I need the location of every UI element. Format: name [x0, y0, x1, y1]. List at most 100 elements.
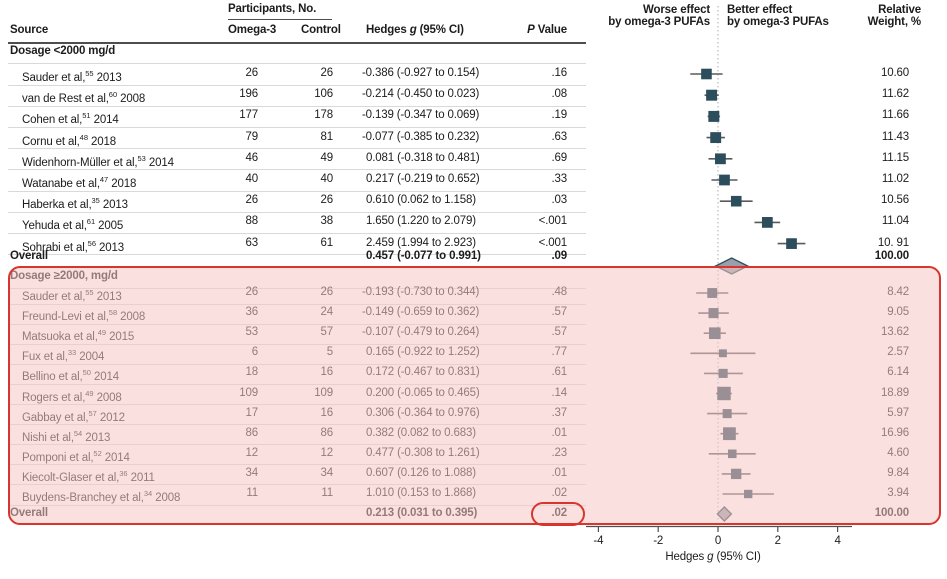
omega3-n: 79 — [245, 130, 259, 143]
p-value: <.001 — [538, 236, 568, 249]
reference-superscript: 53 — [137, 153, 146, 163]
control-n: 106 — [314, 88, 333, 101]
row-separator — [8, 169, 586, 171]
effect-square — [786, 238, 797, 249]
relative-weight: 11.66 — [881, 109, 909, 122]
study-row: Widenhorn-Müller et al,53 2014 46 49 0.081 … — [0, 151, 947, 169]
effect-square — [744, 489, 753, 499]
omega3-n: 46 — [245, 151, 259, 164]
control-column-header: Control — [301, 24, 341, 36]
omega3-n: 63 — [245, 236, 259, 249]
hedges-column-header: Hedges g (95% CI) — [366, 24, 464, 36]
overall-diamond — [716, 506, 733, 522]
relative-weight: 11.43 — [881, 130, 909, 143]
p-value: .08 — [551, 88, 567, 101]
subgroup-label: Dosage <2000 mg/d — [10, 45, 116, 57]
x-axis-tick-label: -2 — [653, 535, 663, 547]
study-source: Watanabe et al,47 2018 — [22, 175, 137, 190]
control-n: 81 — [320, 130, 334, 143]
control-n: 61 — [320, 236, 334, 249]
control-n: 26 — [320, 194, 334, 207]
row-separator — [8, 62, 586, 64]
hedges-g-value: 0.081 (-0.318 to 0.481) — [366, 151, 480, 164]
effect-square — [727, 449, 737, 459]
hedges-g-value: 0.610 (0.062 to 1.158) — [366, 194, 476, 207]
relative-weight-header: Relative Weight, % — [867, 4, 922, 28]
effect-square — [761, 217, 773, 228]
effect-square — [707, 288, 718, 298]
overall-p-value: .09 — [551, 250, 567, 262]
row-separator — [8, 105, 586, 107]
overall-row: Overall 0.457 (-0.077 to 0.991) .09 100.00 — [0, 249, 947, 264]
x-axis-tick-label: 4 — [834, 535, 841, 547]
subgroup-label-row: Dosage <2000 mg/d — [0, 44, 947, 59]
control-n: 178 — [314, 109, 333, 122]
reference-superscript: 35 — [91, 196, 100, 206]
row-separator — [8, 254, 586, 256]
study-source: Cohen et al,51 2014 — [22, 111, 119, 127]
study-row: Yehuda et al,61 2005 88 38 1.650 (1.220 to … — [0, 214, 947, 233]
omega3-n: 40 — [245, 173, 259, 185]
relative-weight: 11.02 — [881, 173, 909, 185]
x-axis-tick-label: 0 — [715, 535, 721, 547]
study-source: Haberka et al,35 2013 — [22, 196, 128, 212]
study-row: Haberka et al,35 2013 26 26 0.610 (0.062 to… — [0, 193, 947, 212]
effect-square — [715, 153, 726, 165]
study-source: Sohrabi et al,56 2013 — [22, 238, 125, 254]
x-axis-title: Hedges g (95% CI) — [665, 551, 761, 563]
study-source: van de Rest et al,60 2008 — [22, 90, 146, 106]
row-separator — [8, 126, 586, 128]
omega3-n: 88 — [245, 215, 259, 228]
relative-weight: 10.60 — [880, 67, 909, 79]
effect-square — [717, 386, 731, 401]
row-separator — [8, 232, 586, 234]
omega3-n: 177 — [239, 109, 258, 122]
p-value: <.001 — [538, 215, 568, 228]
p-value: .16 — [551, 67, 567, 79]
participants-header: Participants, No. — [228, 3, 317, 15]
study-row: Sohrabi et al,56 2013 63 61 2.459 (1.994 to… — [0, 236, 947, 254]
reference-superscript: 60 — [108, 90, 118, 100]
effect-square — [701, 68, 712, 80]
overall-relative-weight: 100.00 — [874, 250, 909, 262]
study-source: Yehuda et al,61 2005 — [22, 217, 124, 233]
control-n: 49 — [320, 151, 334, 164]
hedges-g-value: -0.139 (-0.347 to 0.069) — [362, 109, 480, 122]
hedges-g-value: -0.386 (-0.927 to 0.154) — [362, 67, 480, 79]
omega3-n: 26 — [245, 194, 259, 207]
p-value: .69 — [551, 151, 567, 164]
study-source: Cornu et al,48 2018 — [22, 132, 117, 148]
participants-underline — [228, 19, 332, 20]
control-n: 38 — [320, 215, 334, 228]
p-value: .19 — [551, 109, 567, 122]
study-row: Sauder et al,55 2013 26 26 -0.386 (-0.927 t… — [0, 66, 947, 84]
effect-square — [730, 195, 742, 207]
better-effect-label: Better effect by omega-3 PUFAs — [727, 4, 829, 28]
pvalue-column-header: P Value — [527, 24, 567, 36]
study-row: van de Rest et al,60 2008 196 106 -0.214 (-… — [0, 87, 947, 106]
study-row: Cornu et al,48 2018 79 81 -0.077 (-0.385 to… — [0, 130, 947, 148]
relative-weight: 11.15 — [881, 151, 909, 164]
header-rule — [8, 42, 586, 44]
study-row: Cohen et al,51 2014 177 178 -0.139 (-0.347 … — [0, 108, 947, 127]
control-n: 40 — [320, 173, 334, 185]
effect-square — [719, 174, 730, 186]
effect-square — [718, 349, 727, 358]
omega3-n: 26 — [245, 67, 259, 79]
reference-superscript: 56 — [87, 238, 97, 248]
control-n: 26 — [320, 67, 334, 79]
effect-square — [718, 368, 728, 378]
row-separator — [8, 190, 586, 192]
row-separator — [8, 148, 586, 150]
effect-square — [708, 327, 721, 340]
hedges-g-value: 2.459 (1.994 to 2.923) — [366, 236, 476, 249]
p-value: .33 — [551, 173, 567, 185]
study-source: Sauder et al,55 2013 — [22, 69, 122, 84]
x-axis-tick-label: -4 — [593, 535, 604, 547]
p-value: .03 — [551, 194, 567, 207]
omega3-n: 196 — [239, 88, 258, 101]
hedges-g-value: -0.214 (-0.450 to 0.023) — [362, 88, 480, 101]
hedges-g-value: 1.650 (1.220 to 2.079) — [366, 215, 476, 228]
